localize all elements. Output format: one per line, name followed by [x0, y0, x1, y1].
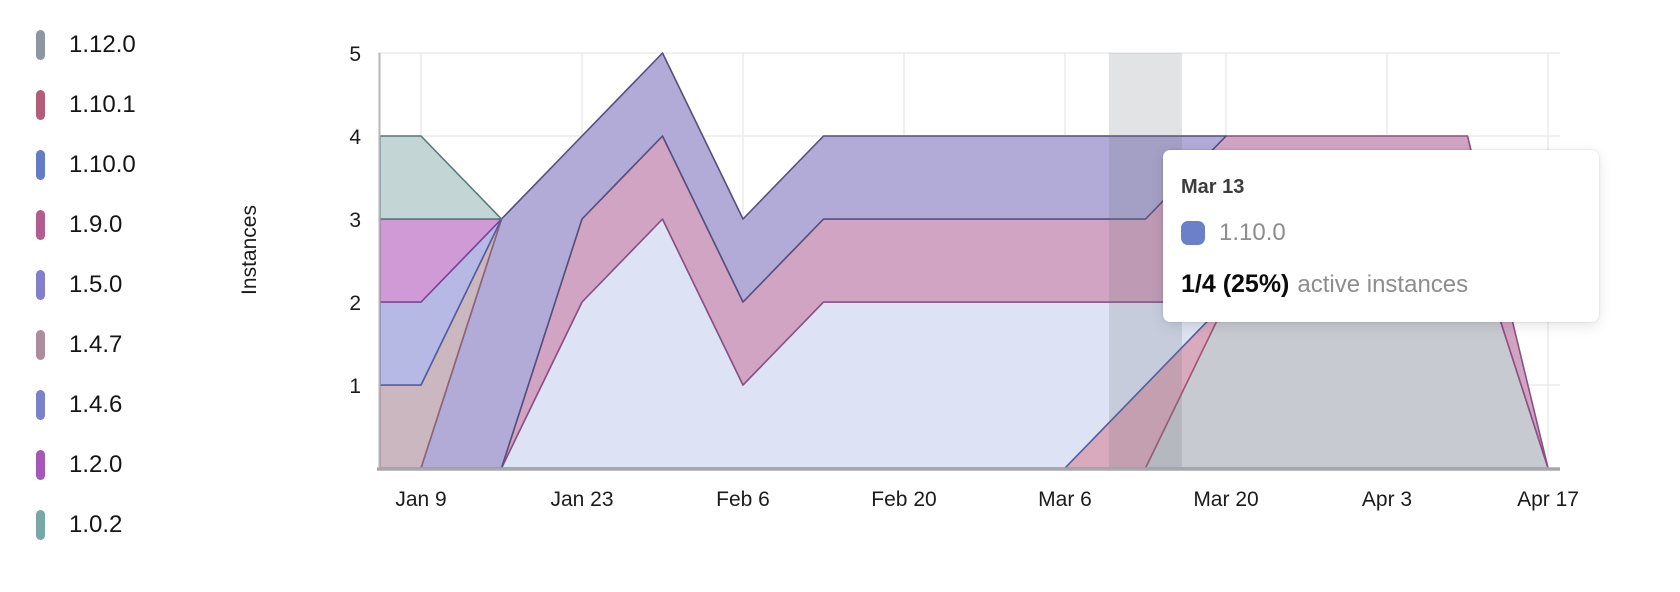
- tooltip-series-label: 1.10.0: [1219, 219, 1286, 246]
- legend-item-1.0.2[interactable]: 1.0.2: [36, 510, 136, 540]
- version-legend: 1.12.0 1.10.1 1.10.0 1.9.0 1.5.0 1.4.7 1.4.6 1.…: [36, 30, 136, 540]
- legend-item-1.12.0[interactable]: 1.12.0: [36, 30, 136, 60]
- legend-swatch: [36, 450, 45, 480]
- legend-label: 1.10.1: [69, 91, 136, 118]
- y-axis-title: Instances: [238, 205, 261, 295]
- legend-label: 1.2.0: [69, 451, 123, 478]
- legend-label: 1.12.0: [69, 31, 136, 58]
- tooltip-date: Mar 13: [1181, 176, 1245, 198]
- legend-swatch: [36, 150, 45, 180]
- tooltip-value-suffix: active instances: [1297, 271, 1469, 298]
- tooltip-series-swatch: [1181, 221, 1205, 245]
- legend-label: 1.4.7: [69, 331, 123, 358]
- legend-item-1.10.0[interactable]: 1.10.0: [36, 150, 136, 180]
- legend-swatch: [36, 270, 45, 300]
- y-tick-label: 4: [349, 126, 361, 149]
- legend-item-1.4.7[interactable]: 1.4.7: [36, 330, 136, 360]
- x-tick-label: Mar 6: [1038, 488, 1092, 511]
- x-tick-label: Feb 20: [871, 488, 936, 511]
- legend-label: 1.5.0: [69, 271, 123, 298]
- tooltip-series-row: 1.10.0: [1181, 219, 1579, 247]
- legend-item-1.10.1[interactable]: 1.10.1: [36, 90, 136, 120]
- legend-swatch: [36, 390, 45, 420]
- x-tick-label: Mar 20: [1193, 488, 1258, 511]
- tooltip-value: 1/4 (25%): [1181, 270, 1290, 298]
- legend-swatch: [36, 30, 45, 60]
- legend-label: 1.10.0: [69, 151, 136, 178]
- legend-swatch: [36, 510, 45, 540]
- y-tick-label: 1: [349, 375, 361, 398]
- legend-item-1.4.6[interactable]: 1.4.6: [36, 390, 136, 420]
- x-tick-label: Jan 9: [395, 488, 446, 511]
- legend-item-1.2.0[interactable]: 1.2.0: [36, 450, 136, 480]
- tooltip-value-row: 1/4 (25%) active instances: [1181, 270, 1579, 299]
- legend-swatch: [36, 210, 45, 240]
- legend-label: 1.4.6: [69, 391, 123, 418]
- legend-item-1.5.0[interactable]: 1.5.0: [36, 270, 136, 300]
- legend-swatch: [36, 90, 45, 120]
- y-tick-label: 3: [349, 209, 361, 232]
- x-tick-label: Feb 6: [716, 488, 770, 511]
- x-tick-label: Apr 3: [1362, 488, 1412, 511]
- y-tick-label: 5: [349, 43, 361, 66]
- legend-item-1.9.0[interactable]: 1.9.0: [36, 210, 136, 240]
- legend-swatch: [36, 330, 45, 360]
- area-1.5.0: [420, 52, 1227, 469]
- legend-label: 1.9.0: [69, 211, 123, 238]
- legend-label: 1.0.2: [69, 511, 123, 538]
- y-tick-label: 2: [349, 292, 361, 315]
- x-tick-label: Apr 17: [1517, 488, 1579, 511]
- x-tick-label: Jan 23: [550, 488, 613, 511]
- area-1.0.2: [379, 135, 503, 220]
- chart-tooltip: Mar 13 1.10.0 1/4 (25%) active instances: [1163, 150, 1599, 322]
